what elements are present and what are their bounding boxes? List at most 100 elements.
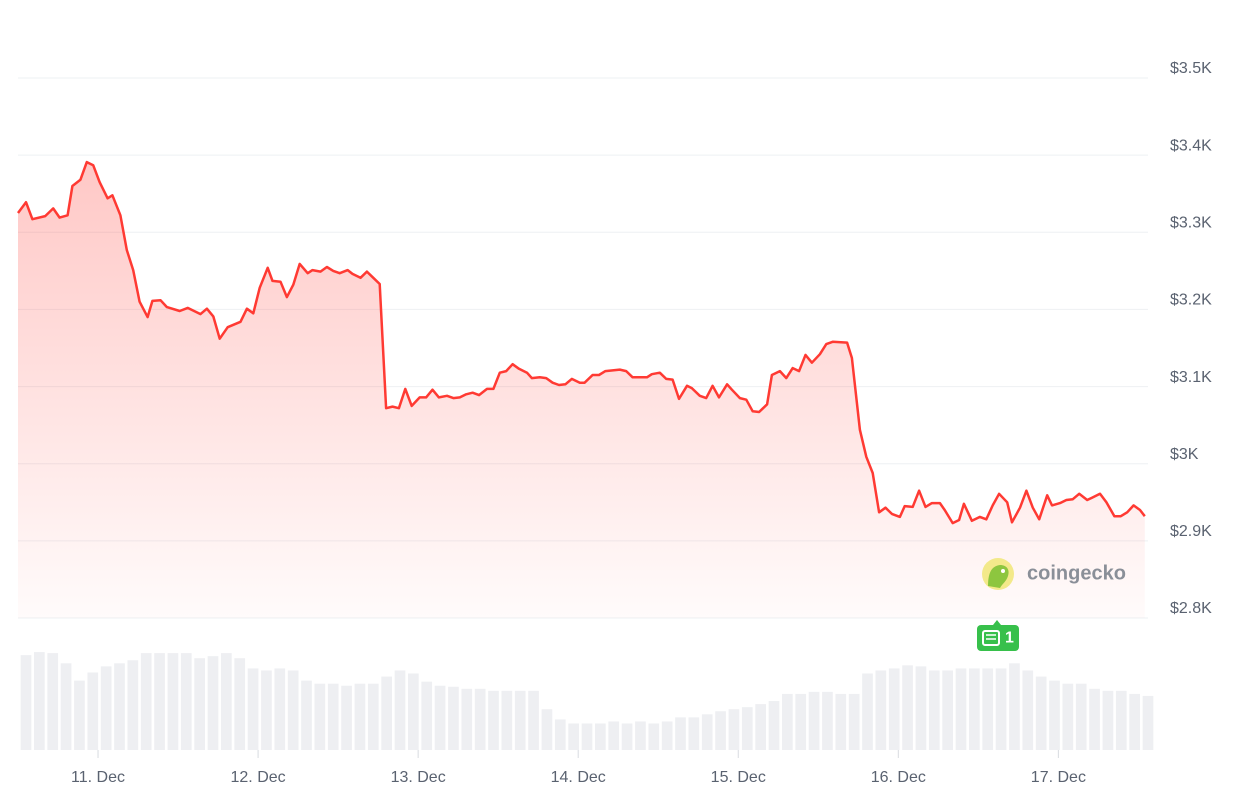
plot bbox=[16, 160, 1146, 618]
x-tick-label: 15. Dec bbox=[711, 769, 766, 786]
volume-bar bbox=[822, 691, 833, 750]
volume-bar bbox=[114, 663, 125, 750]
volume-bar bbox=[621, 723, 633, 750]
volume-bar bbox=[327, 683, 339, 750]
news-count: 1 bbox=[1005, 630, 1014, 647]
volume-bar bbox=[434, 685, 446, 750]
news-icon bbox=[982, 630, 1000, 646]
volume-bar bbox=[995, 668, 1007, 750]
x-tick-label: 11. Dec bbox=[71, 769, 125, 786]
volume-bar bbox=[741, 707, 753, 750]
volume-bar bbox=[581, 723, 593, 750]
volume-bar bbox=[1035, 676, 1047, 750]
volume-bar bbox=[595, 723, 606, 750]
volume-bar bbox=[915, 666, 927, 750]
volume-bar bbox=[247, 668, 259, 750]
x-tick-label: 13. Dec bbox=[391, 769, 446, 786]
volume-bar bbox=[514, 690, 526, 750]
volume-bar bbox=[154, 653, 165, 750]
volume-bar bbox=[701, 714, 713, 750]
volume-bar bbox=[635, 721, 646, 750]
volume-bar bbox=[1102, 690, 1114, 750]
volume-bar bbox=[87, 672, 99, 750]
volume-bar bbox=[341, 685, 352, 750]
volume-bar bbox=[902, 665, 913, 750]
volume-bar bbox=[287, 670, 299, 750]
volume-bar bbox=[888, 668, 900, 750]
volume-bar bbox=[1089, 688, 1100, 750]
volume-bar bbox=[221, 653, 232, 750]
y-tick-label: $3.5K bbox=[1170, 60, 1212, 77]
volume-bar bbox=[60, 663, 72, 750]
volume-bar bbox=[488, 690, 499, 750]
volume-bar bbox=[1022, 670, 1034, 750]
watermark-logo-eye bbox=[1001, 569, 1005, 573]
volume-bar bbox=[808, 691, 820, 750]
watermark: coingecko bbox=[982, 558, 1126, 590]
y-tick-label: $2.8K bbox=[1170, 600, 1212, 617]
volume-bar bbox=[408, 673, 419, 750]
y-tick-label: $3.4K bbox=[1170, 137, 1212, 154]
volume-bar bbox=[421, 681, 433, 750]
volume-bar bbox=[461, 688, 473, 750]
volume-bar bbox=[608, 721, 620, 750]
volume-bar bbox=[1049, 680, 1060, 750]
volume-bar bbox=[1009, 663, 1020, 750]
volume-bar bbox=[207, 656, 219, 750]
volume-bar bbox=[261, 670, 272, 750]
volume-bar bbox=[969, 668, 980, 750]
price-line bbox=[16, 160, 1146, 525]
volume-bars bbox=[20, 652, 1154, 750]
volume-bar bbox=[942, 670, 953, 750]
volume-bar bbox=[1115, 690, 1127, 750]
volume-bar bbox=[448, 686, 459, 750]
y-tick-label: $3.3K bbox=[1170, 215, 1212, 232]
volume-bar bbox=[568, 723, 579, 750]
volume-bar bbox=[928, 670, 940, 750]
volume-bar bbox=[661, 721, 673, 750]
watermark-text: coingecko bbox=[1027, 562, 1126, 584]
volume-bar bbox=[782, 693, 793, 750]
x-tick-label: 17. Dec bbox=[1031, 769, 1086, 786]
x-tick-label: 12. Dec bbox=[231, 769, 286, 786]
news-badge-pointer bbox=[993, 620, 1001, 625]
y-tick-label: $3.2K bbox=[1170, 292, 1212, 309]
volume-bar bbox=[127, 660, 139, 750]
volume-bar bbox=[528, 690, 539, 750]
volume-bar bbox=[314, 683, 326, 750]
volume-bar bbox=[982, 668, 994, 750]
volume-bar bbox=[1142, 695, 1154, 750]
y-tick-label: $3K bbox=[1170, 446, 1199, 463]
volume-bar bbox=[862, 673, 873, 750]
volume-bar bbox=[648, 723, 660, 750]
volume-bar bbox=[541, 709, 553, 750]
volume-bar bbox=[795, 693, 807, 750]
volume-bar bbox=[1062, 683, 1074, 750]
volume-bar bbox=[354, 683, 366, 750]
volume-bar bbox=[501, 690, 513, 750]
volume-bar bbox=[194, 658, 205, 750]
volume-bar bbox=[875, 670, 887, 750]
volume-bar bbox=[47, 653, 59, 750]
volume-bar bbox=[675, 717, 686, 750]
volume-bar bbox=[688, 717, 700, 750]
volume-bar bbox=[34, 652, 45, 750]
volume-bar bbox=[234, 658, 246, 750]
volume-bar bbox=[955, 668, 967, 750]
volume-bar bbox=[848, 693, 860, 750]
grid: $2.8K$2.9K$3K$3.1K$3.2K$3.3K$3.4K$3.5K11… bbox=[18, 60, 1212, 786]
volume-bar bbox=[1075, 683, 1087, 750]
volume-bar bbox=[274, 668, 286, 750]
news-badge[interactable]: 1 bbox=[977, 620, 1019, 651]
volume-bar bbox=[768, 701, 780, 750]
volume-bar bbox=[20, 655, 32, 750]
volume-bar bbox=[394, 670, 406, 750]
volume-bar bbox=[167, 653, 179, 750]
volume-bar bbox=[755, 704, 766, 750]
price-area bbox=[18, 162, 1145, 618]
volume-bar bbox=[381, 676, 392, 750]
volume-bar bbox=[715, 711, 726, 750]
x-tick-label: 14. Dec bbox=[551, 769, 606, 786]
volume-bar bbox=[728, 709, 740, 750]
